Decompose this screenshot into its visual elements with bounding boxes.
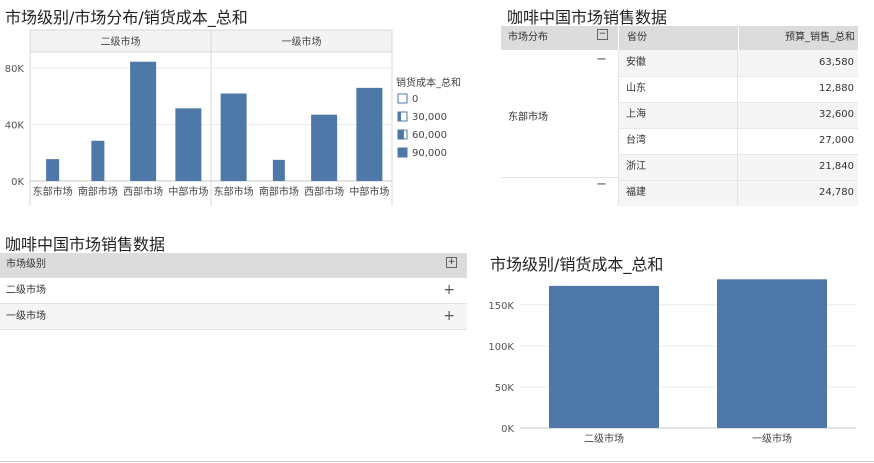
bar — [130, 61, 157, 182]
bar — [46, 159, 60, 181]
table2-header-label: 市场级别 — [6, 259, 46, 270]
bar — [175, 108, 202, 181]
table1-row-value: 32,600 — [738, 102, 858, 129]
table2-row[interactable]: 一级市场 + — [0, 304, 467, 330]
legend-swatch-fill — [398, 148, 407, 157]
y-tick-label: 80K — [5, 64, 25, 75]
legend-swatch — [397, 93, 408, 104]
table1-header-province-label: 省份 — [627, 32, 647, 43]
collapse-all-icon[interactable]: − — [597, 29, 608, 40]
table1-row-value: 24,780 — [738, 180, 858, 206]
table2: 市场级别 + 二级市场 + 一级市场 + — [0, 253, 467, 330]
legend-item-label: 30,000 — [412, 112, 447, 123]
table2-row-label: 二级市场 — [6, 285, 46, 296]
y-tick-label: 50K — [495, 383, 515, 394]
table1-group-label: 东部市场 — [508, 112, 548, 123]
table1: 市场分布 − 省份 预算_销售_总和 − 东部市场 − 安徽 63,580 山东… — [501, 26, 858, 206]
x-tick-label: 二级市场 — [584, 432, 624, 445]
table2-title: 咖啡中国市场销售数据 — [5, 235, 166, 254]
y-tick-label: 0K — [501, 424, 514, 435]
y-tick-label: 150K — [488, 301, 514, 312]
y-tick-label: 40K — [5, 121, 25, 132]
expand-icon[interactable]: + — [443, 282, 455, 298]
chart2-svg: 0K 50K 100K 150K 二级市场 一级市场 — [488, 279, 856, 445]
x-tick-label: 南部市场 — [78, 185, 118, 198]
bar — [311, 114, 338, 181]
table1-header-value-label: 预算_销售_总和 — [785, 32, 855, 43]
table1-row-value: 63,580 — [738, 50, 858, 77]
table1-row-province: 山东 — [618, 76, 738, 103]
y-tick-label: 100K — [488, 342, 514, 353]
table1-row-value: 12,880 — [738, 76, 858, 103]
table1-row-province: 上海 — [618, 102, 738, 129]
table1-header-market-label: 市场分布 — [508, 32, 548, 43]
table1-title: 咖啡中国市场销售数据 — [507, 8, 668, 27]
x-tick-label: 中部市场 — [168, 185, 208, 198]
legend-swatch-fill — [398, 112, 401, 121]
bar — [549, 285, 659, 428]
table1-row-province: 浙江 — [618, 154, 738, 181]
x-tick-label: 一级市场 — [752, 432, 792, 445]
table1-header-province[interactable]: 省份 — [618, 26, 746, 50]
table1-header-market[interactable]: 市场分布 — [501, 26, 625, 50]
x-tick-label: 东部市场 — [214, 185, 254, 198]
x-tick-label: 东部市场 — [33, 185, 73, 198]
collapse-group-icon[interactable]: − — [596, 52, 607, 67]
legend-item-label: 60,000 — [412, 130, 447, 141]
y-tick-label: 0K — [11, 177, 24, 188]
bar — [272, 159, 285, 181]
bar — [220, 93, 247, 181]
legend-item-label: 90,000 — [412, 148, 447, 159]
table2-row-label: 一级市场 — [6, 311, 46, 322]
table1-row-province: 福建 — [618, 180, 738, 206]
bar — [356, 87, 383, 181]
x-tick-label: 西部市场 — [123, 185, 163, 198]
legend-title: 销货成本_总和 — [396, 76, 461, 89]
table1-row-province: 台湾 — [618, 128, 738, 155]
x-tick-label: 西部市场 — [304, 185, 344, 198]
expand-icon[interactable]: + — [443, 308, 455, 324]
expand-all-icon[interactable]: + — [446, 257, 457, 268]
legend-swatch-fill — [398, 130, 404, 139]
table2-header[interactable]: 市场级别 + — [0, 253, 467, 278]
chart1-title: 市场级别/市场分布/销货成本_总和 — [5, 8, 248, 27]
table1-row-value: 27,000 — [738, 128, 858, 155]
table1-row-value: 21,840 — [738, 154, 858, 181]
table1-header-value[interactable]: 预算_销售_总和 — [738, 26, 858, 50]
collapse-group-icon[interactable]: − — [596, 177, 607, 192]
panel-header-label: 一级市场 — [282, 35, 322, 48]
x-tick-label: 中部市场 — [349, 185, 389, 198]
table1-row-province: 安徽 — [618, 50, 738, 77]
table2-row[interactable]: 二级市场 + — [0, 278, 467, 304]
bar — [717, 279, 827, 428]
chart2-title: 市场级别/销货成本_总和 — [490, 255, 664, 274]
panel-header-label: 二级市场 — [101, 35, 141, 48]
bar — [91, 140, 105, 181]
bottom-border — [0, 461, 874, 462]
legend-item-label: 0 — [412, 94, 418, 105]
x-tick-label: 南部市场 — [259, 185, 299, 198]
